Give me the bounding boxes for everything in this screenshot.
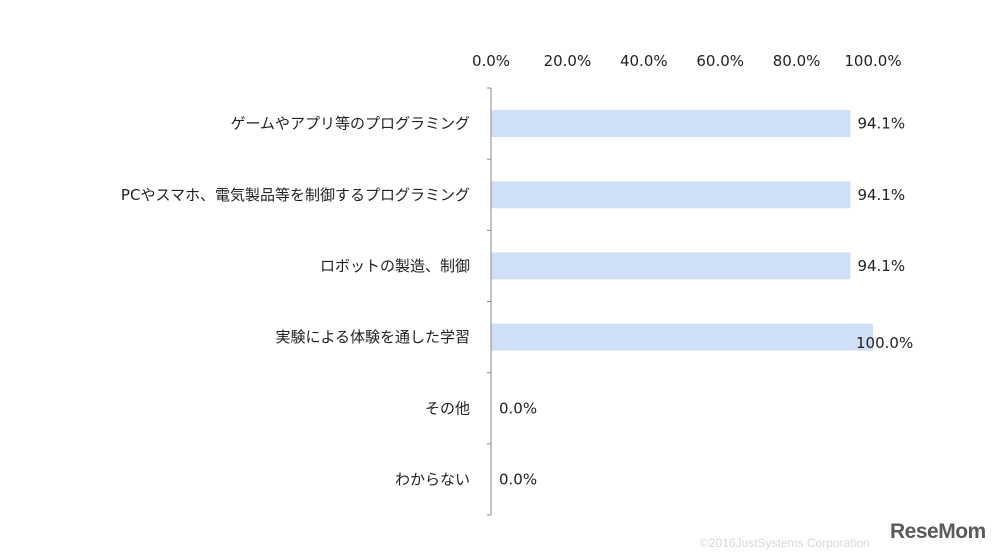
x-tick-label: 0.0%	[472, 52, 510, 70]
category-label: PCやスマホ、電気製品等を制御するプログラミング	[121, 186, 470, 204]
x-tick-label: 60.0%	[696, 52, 744, 70]
category-label: わからない	[395, 470, 470, 488]
bar	[491, 110, 851, 138]
bar	[491, 252, 851, 280]
x-tick-label: 20.0%	[544, 52, 592, 70]
y-axis	[487, 87, 492, 516]
bars	[491, 110, 873, 351]
data-label: 0.0%	[499, 399, 537, 417]
category-labels: ゲームやアプリ等のプログラミング PCやスマホ、電気製品等を制御するプログラミング…	[121, 115, 470, 489]
x-axis-ticks: 0.0% 20.0% 40.0% 60.0% 80.0% 100.0%	[472, 52, 902, 70]
category-label: ロボットの製造、制御	[320, 257, 470, 275]
x-tick-label: 40.0%	[620, 52, 668, 70]
x-tick-label: 100.0%	[844, 52, 901, 70]
data-label: 94.1%	[857, 186, 905, 204]
data-label: 100.0%	[856, 334, 913, 352]
resemom-logo: ReseMom	[890, 520, 986, 543]
data-label: 94.1%	[857, 257, 905, 275]
x-tick-label: 80.0%	[773, 52, 821, 70]
category-label: その他	[425, 399, 470, 417]
bar	[491, 323, 873, 351]
data-label: 0.0%	[499, 470, 537, 488]
category-label: ゲームやアプリ等のプログラミング	[230, 115, 470, 133]
copyright-text: ©2016JustSystems Corporation	[700, 536, 870, 550]
data-label: 94.1%	[857, 115, 905, 133]
data-labels: 94.1% 94.1% 94.1% 100.0% 0.0% 0.0%	[499, 115, 913, 489]
category-label: 実験による体験を通した学習	[275, 328, 470, 346]
bar	[491, 181, 851, 209]
